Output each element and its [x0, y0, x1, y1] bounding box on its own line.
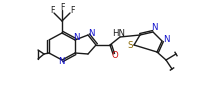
- Text: O: O: [112, 51, 118, 60]
- Text: S: S: [127, 41, 133, 51]
- Text: N: N: [58, 56, 64, 66]
- Text: F: F: [50, 6, 54, 15]
- Text: F: F: [70, 6, 74, 15]
- Text: HN: HN: [113, 29, 125, 38]
- Text: N: N: [151, 24, 157, 33]
- Text: N: N: [163, 35, 169, 43]
- Text: N: N: [88, 28, 94, 37]
- Text: F: F: [60, 3, 64, 12]
- Text: N: N: [73, 33, 79, 43]
